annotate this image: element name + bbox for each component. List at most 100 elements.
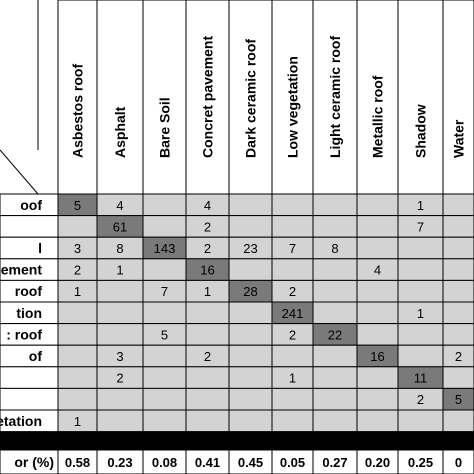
matrix-cell: [271, 215, 314, 238]
matrix-cell: [57, 215, 98, 238]
table-row: oof 5 4 4 1: [0, 193, 474, 217]
cell-value: 28: [243, 284, 257, 299]
cell-value: 1: [74, 284, 81, 299]
matrix-cell: [142, 366, 187, 389]
matrix-cell: [142, 215, 187, 238]
matrix-cell: [57, 366, 98, 389]
cell-value: 1: [116, 263, 123, 278]
column-header-label: Water: [451, 119, 467, 158]
cell-value: 2: [74, 263, 81, 278]
row-label: tion: [16, 305, 42, 321]
row-label: etation: [0, 413, 42, 429]
row-label: oof: [20, 197, 42, 213]
matrix-cell: [312, 215, 358, 238]
matrix-cell: [228, 409, 273, 433]
matrix-cell: [442, 236, 474, 260]
matrix-cell: [96, 301, 144, 325]
accuracy-cell: [312, 449, 358, 474]
cell-value: 2: [204, 241, 211, 256]
matrix-cell: [142, 344, 187, 368]
column-header-label: Asbestos roof: [70, 64, 86, 158]
cell-value: 61: [113, 219, 127, 234]
table-row: : roof 5 2 22: [0, 323, 474, 346]
cell-value: 4: [116, 198, 123, 213]
accuracy-cell: [185, 449, 230, 474]
cell-value: 5: [161, 327, 168, 342]
matrix-cell: [312, 258, 358, 281]
column-header-label: Dark ceramic roof: [243, 39, 259, 158]
cell-value: 7: [161, 284, 168, 299]
column-header-label: Concret pavement: [200, 36, 216, 158]
matrix-cell: [185, 366, 230, 389]
cell-value: 2: [417, 392, 424, 407]
matrix-cell: [228, 323, 273, 346]
column-header-label: Asphalt: [112, 106, 128, 158]
matrix-cell: [356, 366, 399, 389]
accuracy-value: 0: [455, 455, 462, 470]
matrix-cell: [228, 387, 273, 411]
matrix-cell: [142, 409, 187, 433]
accuracy-value: 0.27: [322, 455, 347, 470]
table-row: l 3 8 143 2 23 7 8: [0, 236, 474, 260]
column-header-label: Low vegetation: [285, 56, 301, 158]
matrix-cell: [57, 344, 98, 368]
matrix-cell: [442, 279, 474, 303]
column-header-cell: [142, 0, 187, 195]
accuracy-value: 0.20: [365, 455, 390, 470]
matrix-cell: [397, 258, 444, 281]
matrix-cell: [271, 193, 314, 217]
row-label: roof: [15, 283, 43, 299]
accuracy-value: 0.58: [65, 455, 90, 470]
matrix-cell: [312, 301, 358, 325]
matrix-cell: [442, 193, 474, 217]
cell-value: 22: [328, 327, 342, 342]
cell-value: 3: [116, 349, 123, 364]
matrix-cell: [96, 387, 144, 411]
cell-value: 7: [289, 241, 296, 256]
matrix-cell: [312, 193, 358, 217]
cell-value: 1: [289, 371, 296, 386]
row-label-cell: [0, 387, 59, 411]
matrix-cell: [57, 323, 98, 346]
matrix-cell: [142, 301, 187, 325]
column-header-cell: [397, 0, 444, 195]
matrix-cell: [312, 409, 358, 433]
accuracy-value: 0.45: [238, 455, 263, 470]
matrix-cell: [356, 236, 399, 260]
corner-header-cell: [0, 0, 39, 195]
matrix-cell: [185, 387, 230, 411]
cell-value: 7: [417, 219, 424, 234]
accuracy-cell: [356, 449, 399, 474]
table-row: ement 2 1 16 4: [0, 258, 474, 281]
matrix-cell: [397, 236, 444, 260]
cell-value: 2: [455, 349, 462, 364]
cell-value: 16: [200, 263, 214, 278]
matrix-cell: [312, 366, 358, 389]
matrix-cell: [96, 409, 144, 433]
matrix-cell: [356, 387, 399, 411]
cell-value: 143: [154, 241, 176, 256]
matrix-cell: [356, 215, 399, 238]
matrix-cell: [185, 323, 230, 346]
separator-bar: [0, 432, 474, 450]
table-row: tion 241 1: [0, 301, 474, 325]
matrix-cell: [356, 409, 399, 433]
matrix-cell: [142, 387, 187, 411]
matrix-cell: [442, 215, 474, 238]
accuracy-row: or (%) 0.58 0.23 0.08 0.41 0.45 0.05 0.27 0.20 0.…: [0, 449, 474, 474]
matrix-cell: [228, 215, 273, 238]
cell-value: 8: [116, 241, 123, 256]
matrix-cell: [356, 193, 399, 217]
cell-value: 1: [204, 284, 211, 299]
cell-value: 1: [417, 306, 424, 321]
cell-value: 4: [204, 198, 211, 213]
accuracy-value: 0.05: [280, 455, 305, 470]
matrix-cell: [142, 258, 187, 281]
matrix-cell: [356, 301, 399, 325]
matrix-cell: [442, 366, 474, 389]
table-row: roof 1 7 1 28 2: [0, 279, 474, 303]
accuracy-value: 0.25: [408, 455, 433, 470]
matrix-cell: [442, 409, 474, 433]
matrix-cell: [442, 258, 474, 281]
